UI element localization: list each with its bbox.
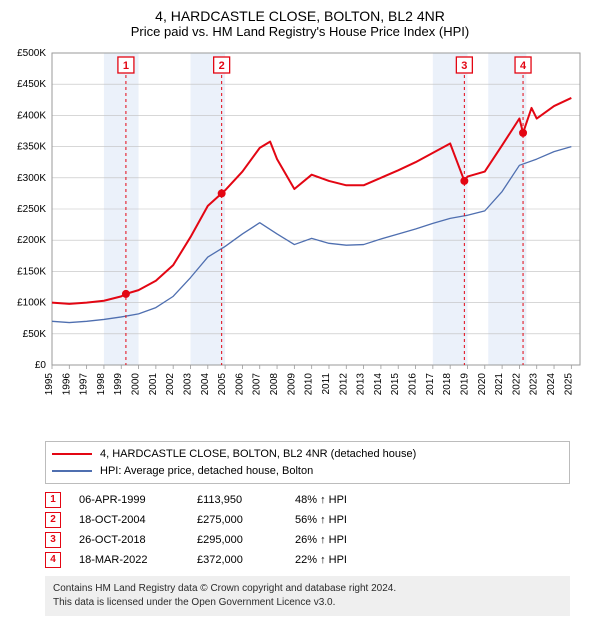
svg-text:£500K: £500K	[17, 48, 46, 59]
svg-text:3: 3	[461, 60, 467, 72]
report-title: 4, HARDCASTLE CLOSE, BOLTON, BL2 4NR	[0, 0, 600, 24]
svg-text:£50K: £50K	[23, 329, 47, 340]
svg-text:2003: 2003	[182, 373, 193, 396]
legend-label: 4, HARDCASTLE CLOSE, BOLTON, BL2 4NR (de…	[100, 446, 416, 463]
sale-marker-icon: 3	[45, 532, 61, 548]
svg-text:£100K: £100K	[17, 298, 46, 309]
svg-text:4: 4	[520, 60, 527, 72]
svg-text:£400K: £400K	[17, 110, 46, 121]
sale-date: 18-OCT-2004	[79, 514, 179, 526]
svg-text:2000: 2000	[131, 373, 142, 396]
sale-date: 18-MAR-2022	[79, 554, 179, 566]
legend-swatch	[52, 470, 92, 472]
sale-marker-icon: 2	[45, 512, 61, 528]
svg-text:2012: 2012	[338, 373, 349, 396]
sale-marker-icon: 4	[45, 552, 61, 568]
svg-text:2024: 2024	[546, 373, 557, 396]
sales-table: 1 06-APR-1999 £113,950 48% ↑ HPI 2 18-OC…	[45, 490, 570, 570]
svg-text:£250K: £250K	[17, 204, 46, 215]
svg-text:2009: 2009	[286, 373, 297, 396]
footer-attribution: Contains HM Land Registry data © Crown c…	[45, 576, 570, 616]
svg-text:£0: £0	[35, 360, 47, 371]
sale-price: £275,000	[197, 514, 277, 526]
svg-text:2010: 2010	[304, 373, 315, 396]
table-row: 1 06-APR-1999 £113,950 48% ↑ HPI	[45, 490, 570, 510]
svg-text:£450K: £450K	[17, 79, 46, 90]
svg-text:2018: 2018	[442, 373, 453, 396]
footer-line: This data is licensed under the Open Gov…	[53, 596, 562, 610]
svg-text:2001: 2001	[148, 373, 159, 396]
svg-text:1995: 1995	[44, 373, 55, 396]
price-chart: £0 £50K £100K £150K £200K £250K £300K £350K £400…	[0, 45, 600, 435]
svg-text:2017: 2017	[425, 373, 436, 396]
legend-swatch	[52, 453, 92, 455]
svg-text:2011: 2011	[321, 373, 332, 395]
sale-pct: 22% ↑ HPI	[295, 554, 385, 566]
svg-text:2019: 2019	[459, 373, 470, 396]
sale-pct: 48% ↑ HPI	[295, 494, 385, 506]
svg-text:2005: 2005	[217, 373, 228, 396]
svg-text:1: 1	[123, 60, 129, 72]
legend-item: HPI: Average price, detached house, Bolt…	[52, 463, 563, 480]
svg-text:2004: 2004	[200, 373, 211, 396]
sale-date: 06-APR-1999	[79, 494, 179, 506]
svg-text:2020: 2020	[477, 373, 488, 396]
footer-line: Contains HM Land Registry data © Crown c…	[53, 582, 562, 596]
sale-pct: 26% ↑ HPI	[295, 534, 385, 546]
svg-text:2006: 2006	[234, 373, 245, 396]
svg-text:1998: 1998	[96, 373, 107, 396]
svg-text:2022: 2022	[511, 373, 522, 396]
table-row: 3 26-OCT-2018 £295,000 26% ↑ HPI	[45, 530, 570, 550]
svg-text:2013: 2013	[356, 373, 367, 396]
svg-text:2023: 2023	[529, 373, 540, 396]
svg-text:2007: 2007	[252, 373, 263, 396]
sale-price: £295,000	[197, 534, 277, 546]
svg-text:2016: 2016	[408, 373, 419, 396]
sale-price: £372,000	[197, 554, 277, 566]
svg-text:£150K: £150K	[17, 266, 46, 277]
legend-item: 4, HARDCASTLE CLOSE, BOLTON, BL2 4NR (de…	[52, 446, 563, 463]
svg-text:2: 2	[219, 60, 225, 72]
table-row: 4 18-MAR-2022 £372,000 22% ↑ HPI	[45, 550, 570, 570]
svg-text:1999: 1999	[113, 373, 124, 396]
svg-text:£200K: £200K	[17, 235, 46, 246]
svg-text:2015: 2015	[390, 373, 401, 396]
svg-text:2025: 2025	[563, 373, 574, 396]
svg-text:1997: 1997	[79, 373, 90, 396]
svg-text:£300K: £300K	[17, 173, 46, 184]
report-container: 4, HARDCASTLE CLOSE, BOLTON, BL2 4NR Pri…	[0, 0, 600, 616]
legend-label: HPI: Average price, detached house, Bolt…	[100, 463, 313, 480]
table-row: 2 18-OCT-2004 £275,000 56% ↑ HPI	[45, 510, 570, 530]
sale-pct: 56% ↑ HPI	[295, 514, 385, 526]
svg-text:2008: 2008	[269, 373, 280, 396]
svg-text:1996: 1996	[61, 373, 72, 396]
chart-legend: 4, HARDCASTLE CLOSE, BOLTON, BL2 4NR (de…	[45, 441, 570, 484]
sale-price: £113,950	[197, 494, 277, 506]
svg-text:2014: 2014	[373, 373, 384, 396]
svg-text:£350K: £350K	[17, 142, 46, 153]
report-subtitle: Price paid vs. HM Land Registry's House …	[0, 24, 600, 45]
svg-text:2002: 2002	[165, 373, 176, 396]
sale-marker-icon: 1	[45, 492, 61, 508]
sale-date: 26-OCT-2018	[79, 534, 179, 546]
svg-text:2021: 2021	[494, 373, 505, 396]
